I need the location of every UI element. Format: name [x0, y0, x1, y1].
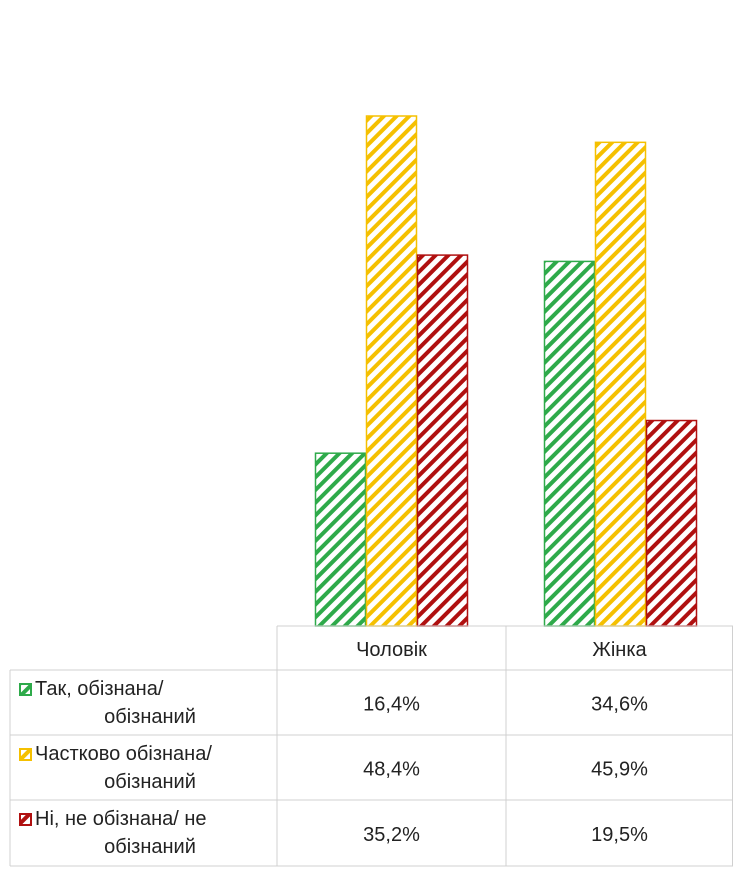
series-name: Ні, не обізнана/ не	[35, 808, 207, 830]
data-label: 16,4%	[363, 694, 420, 716]
category-label: Жінка	[592, 639, 647, 661]
category-label: Чоловік	[356, 639, 427, 661]
data-label: 45,9%	[591, 759, 648, 781]
bars-layer	[314, 115, 698, 627]
series-name: обізнаний	[104, 836, 196, 858]
legend-swatch	[19, 748, 32, 761]
series-name: обізнаний	[104, 706, 196, 728]
data-label: 19,5%	[591, 824, 648, 846]
bar-3-Жінка	[645, 419, 698, 627]
data-label: 34,6%	[591, 694, 648, 716]
data-label: 35,2%	[363, 824, 420, 846]
data-table: Чоловік Жінка Так, обізнана/обізнаний 16,4%…	[9, 625, 733, 867]
series-name: обізнаний	[104, 771, 196, 793]
bar-2-Чоловік	[365, 115, 418, 627]
bar-3-Чоловік	[416, 254, 469, 627]
data-label: 48,4%	[363, 759, 420, 781]
legend-swatch	[19, 813, 32, 826]
bar-1-Чоловік	[314, 452, 367, 627]
legend-swatch	[19, 683, 32, 696]
series-name: Частково обізнана/	[35, 743, 212, 765]
series-name: Так, обізнана/	[35, 678, 164, 700]
bar-1-Жінка	[543, 260, 596, 627]
bar-2-Жінка	[594, 141, 647, 627]
